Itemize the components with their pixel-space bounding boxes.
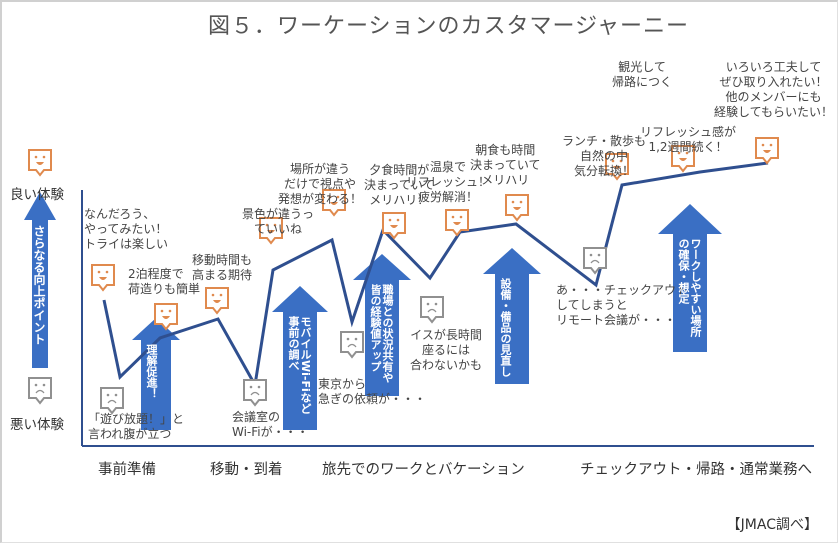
touchpoint-caption: 「遊び放題！」と 言われ腹が立つ [88, 412, 185, 441]
improvement-arrow [658, 204, 722, 352]
good-experience-legend-icon [28, 149, 52, 177]
improvement-arrow-label: 理解促進！ [145, 344, 158, 399]
good-experience-icon [382, 212, 406, 240]
improvement-axis-arrow [24, 192, 56, 368]
touchpoint-caption: 観光して 帰路につく [612, 60, 673, 89]
touchpoint-caption: いろいろ工夫して ぜひ取り入れたい！ 他のメンバーにも 経験してもらいたい！ [714, 60, 834, 119]
good-experience-icon [755, 137, 779, 165]
touchpoint-caption: 朝食も時間 決まっていて メリハリ [470, 143, 541, 187]
good-experience-icon [671, 145, 695, 173]
improvement-arrow [132, 318, 180, 430]
touchpoint-caption: 会議室の Wi-Fiが・・・ [232, 410, 309, 439]
touchpoint-caption: リフレッシュ感が 1,2週間続く！ [640, 125, 737, 154]
journey-line [102, 161, 769, 390]
bad-experience-icon [340, 331, 364, 359]
improvement-arrow [353, 254, 411, 396]
bad-experience-label: 悪い体験 [10, 417, 64, 433]
improvement-arrow [483, 248, 541, 384]
good-experience-icon [505, 194, 529, 222]
bad-experience-legend-icon [28, 377, 52, 405]
good-experience-icon [322, 189, 346, 217]
touchpoint-caption: 移動時間も 高まる期待 [192, 253, 253, 282]
bad-experience-icon [420, 296, 444, 324]
bad-experience-legend-face [28, 377, 52, 405]
improvement-axis-label: さらなる向上ポイント [32, 225, 46, 345]
phase-preparation: 事前準備 [98, 462, 156, 478]
improvement-arrow-label: ワークしやすい場所 の確保・想定 [677, 238, 702, 337]
improvement-arrow [272, 286, 328, 430]
good-experience-icon [259, 217, 283, 245]
bad-experience-icon [100, 387, 124, 415]
touchpoint-caption: 温泉で リフレッシュ！ 疲労解消！ [406, 160, 491, 204]
phase-checkout-return: チェックアウト・帰路・通常業務へ [580, 462, 812, 478]
touchpoint-caption: なんだろう、 やってみたい！ トライは楽しい [84, 207, 169, 251]
phase-work-vacation: 旅先でのワークとバケーション [322, 462, 525, 478]
improvement-arrow-label: 設備・備品の見直し [499, 278, 512, 377]
touchpoint-caption: 夕食時間が 決まっていて メリハリ！ [364, 163, 435, 207]
bad-experience-icon [243, 379, 267, 407]
good-experience-icon [91, 264, 115, 292]
improvement-arrow-label: 職場との状況共有や 皆の経験値アップ [369, 284, 394, 383]
touchpoint-caption: あ・・・チェックアウト してしまうと リモート会議が・・・ [556, 283, 689, 327]
touchpoint-caption: ランチ・散歩も 自然の中 気分転換！ [562, 134, 647, 178]
good-experience-label: 良い体験 [10, 187, 64, 203]
phase-travel-arrival: 移動・到着 [210, 462, 283, 478]
touchpoint-caption: 景色が違うっ ていいね [242, 207, 315, 236]
good-experience-icon [205, 287, 229, 315]
figure-title: 図５．ワーケーションのカスタマージャーニー [208, 14, 690, 39]
good-experience-legend-face [28, 149, 52, 177]
source-note: 【JMAC調べ】 [726, 517, 818, 533]
good-experience-icon [605, 153, 629, 181]
touchpoint-caption: 場所が違う だけで視点や 発想が変わる！ [278, 162, 363, 206]
touchpoint-caption: 東京から 急ぎの依頼が・・・ [318, 377, 427, 406]
bad-experience-icon [583, 247, 607, 275]
good-experience-icon [445, 209, 469, 237]
good-experience-icon [154, 303, 178, 331]
improvement-arrow-label: モバイルWi-Fiなど 事前の調べ [287, 316, 312, 414]
touchpoint-caption: イスが長時間 座るには 合わないかも [410, 328, 483, 372]
touchpoint-caption: 2泊程度で 荷造りも簡単 [128, 267, 201, 296]
